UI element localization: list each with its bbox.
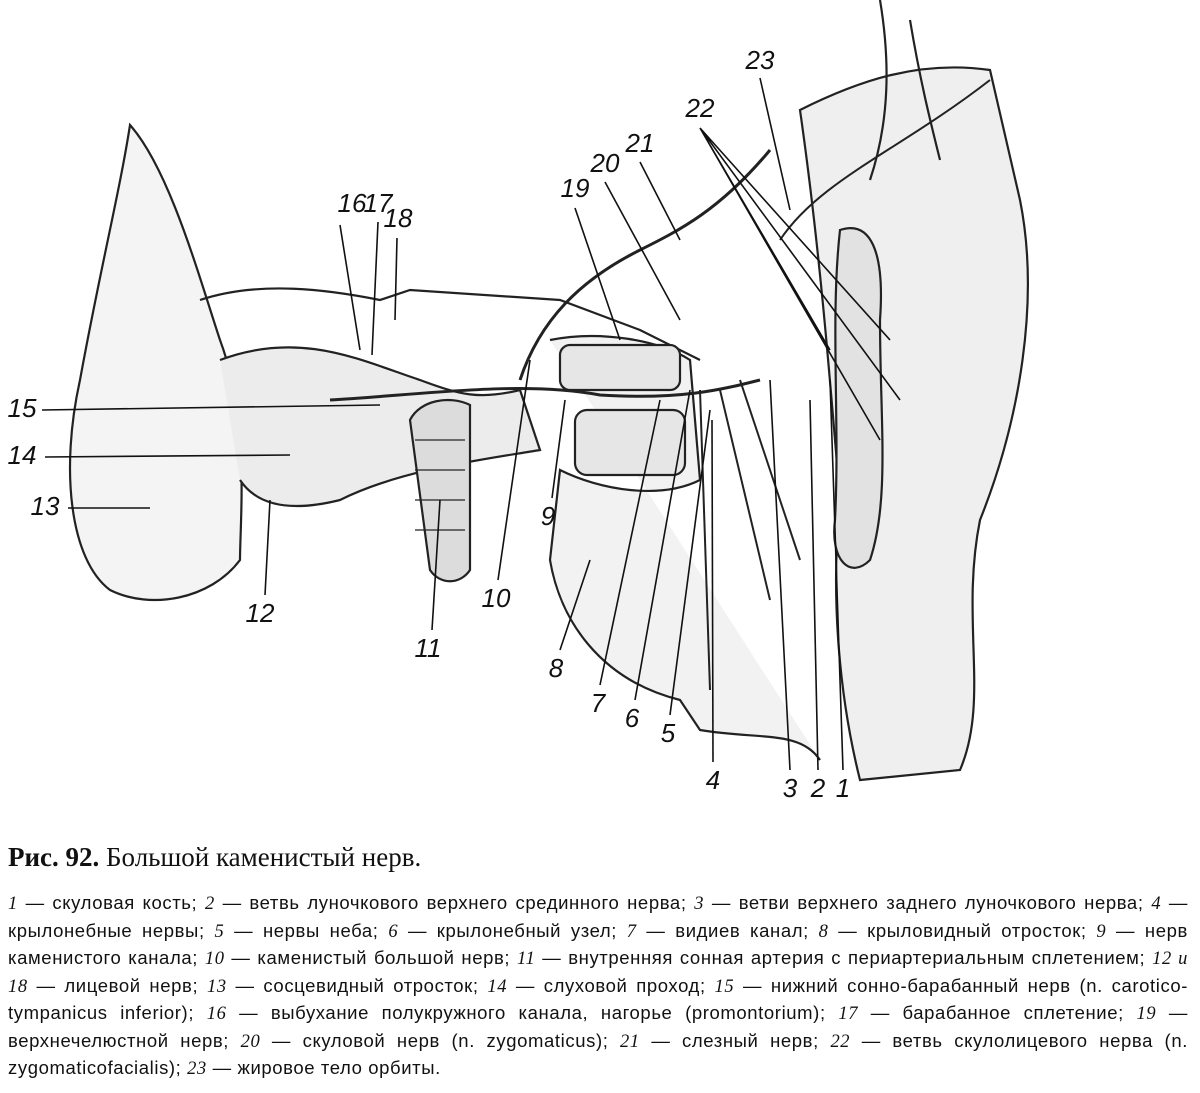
- legend-text: — скуловая кость;: [25, 892, 198, 913]
- orbit-upper: [868, 0, 942, 181]
- callout-label: 8: [549, 653, 564, 683]
- callout-label: 14: [8, 440, 37, 470]
- legend-text: — жировое тело орбиты.: [212, 1057, 441, 1078]
- callout-label: 5: [661, 718, 676, 748]
- legend-number: 10: [204, 949, 225, 969]
- maxillary-nerve: [518, 149, 772, 381]
- legend-text: — нижний сонно-барабанный нерв (n. carot…: [8, 974, 1188, 1024]
- figure-title: Большой каменистый нерв.: [106, 842, 422, 872]
- legend-text: — верхнечелюстной нерв;: [8, 1002, 1188, 1051]
- legend-text: — каменистый большой нерв;: [231, 947, 511, 968]
- caption-title: Рис. 92. Большой каменистый нерв.: [8, 842, 421, 873]
- legend-number: 23: [187, 1059, 207, 1079]
- legend-text: — крылонебные нервы;: [8, 892, 1189, 941]
- legend-number: 9: [1096, 921, 1107, 942]
- callout-label: 19: [561, 173, 590, 203]
- legend-number: 2: [204, 894, 215, 914]
- legend-number: 22: [830, 1031, 851, 1052]
- legend-text: — ветвь скулолицевого нерва (n. zygomati…: [8, 1029, 1188, 1079]
- legend-number: 13: [206, 976, 227, 997]
- pterygopalatine-nerves: [699, 379, 801, 691]
- callout-label: 4: [706, 765, 720, 795]
- artery-hatching: [415, 439, 465, 531]
- legend-number: 19: [1136, 1004, 1157, 1024]
- legend-text: — видиев канал;: [646, 919, 809, 941]
- legend-text: — нерв каменистого канала;: [8, 919, 1188, 969]
- legend-text: — барабанное сплетение;: [870, 1002, 1124, 1023]
- mastoid-process: [68, 122, 243, 602]
- callout-label: 11: [415, 633, 442, 663]
- legend-text: — слезный нерв;: [651, 1029, 819, 1051]
- legend-number: 1: [8, 894, 18, 914]
- zygomatic-bone: [798, 66, 1029, 782]
- legend-number: 7: [626, 921, 637, 942]
- legend-number: 15: [714, 976, 735, 997]
- callout-label: 17: [364, 188, 394, 218]
- legend-number: 11: [517, 949, 536, 969]
- legend-number: 8: [818, 921, 829, 942]
- legend-number: 17: [838, 1004, 859, 1024]
- callout-label: 1: [836, 773, 850, 803]
- legend-text: — лицевой нерв;: [36, 974, 199, 996]
- orbit-wall: [833, 227, 884, 569]
- legend-text: — внутренняя сонная артерия с периартери…: [542, 947, 1146, 968]
- legend-text: — крылонебный узел;: [407, 919, 618, 941]
- callout-label: 15: [8, 393, 37, 423]
- figure-legend: 1 — скуловая кость; 2 — ветвь луночковог…: [8, 890, 1188, 1083]
- callout-label: 6: [625, 703, 640, 733]
- callout-label: 7: [591, 688, 607, 718]
- callout-label: 13: [31, 491, 60, 521]
- callout-label: 16: [338, 188, 367, 218]
- nerve-trunk: [329, 378, 761, 402]
- legend-number: 3: [694, 894, 705, 914]
- anatomy-drawing: [68, 0, 1029, 782]
- carotid-artery: [408, 398, 472, 583]
- canal-section: [558, 343, 682, 392]
- callout-label: 12: [246, 598, 275, 628]
- callout-label: 9: [541, 501, 555, 531]
- legend-number: 5: [214, 921, 225, 942]
- auditory-canal: [219, 346, 542, 508]
- legend-number: 4: [1151, 894, 1162, 914]
- callout-label: 23: [745, 45, 775, 75]
- legend-text: — нервы неба;: [234, 919, 379, 941]
- legend-text: — крыловидный отросток;: [838, 919, 1087, 941]
- callout-label: 20: [590, 148, 620, 178]
- legend-text: — сосцевидный отросток;: [235, 974, 479, 996]
- legend-number: 21: [620, 1031, 640, 1052]
- callout-label: 10: [482, 583, 511, 613]
- petrous-ridge: [199, 287, 701, 361]
- figure-number: Рис. 92.: [8, 842, 100, 872]
- legend-number: 6: [388, 921, 399, 942]
- legend-number: 16: [206, 1004, 227, 1024]
- bone-section: [573, 408, 687, 477]
- callout-label: 3: [783, 773, 798, 803]
- leader-lines: [41, 77, 901, 771]
- legend-text: — слуховой проход;: [515, 974, 706, 996]
- legend-number: 20: [240, 1031, 261, 1052]
- callout-label: 21: [625, 128, 655, 158]
- legend-text: — выбухание полукружного канала, нагорье…: [239, 1002, 826, 1023]
- legend-number: 12 и 18: [8, 949, 1189, 997]
- legend-text: — ветвь луночкового верхнего срединного …: [222, 892, 687, 913]
- legend-text: — скуловой нерв (n. zygomaticus);: [271, 1029, 609, 1051]
- legend-text: — ветви верхнего заднего луночкового нер…: [711, 892, 1144, 913]
- callout-label: 18: [384, 203, 413, 233]
- legend-number: 14: [487, 976, 508, 997]
- callout-label: 22: [685, 93, 715, 123]
- callout-label: 2: [810, 773, 826, 803]
- zygomatic-nerve: [779, 79, 991, 241]
